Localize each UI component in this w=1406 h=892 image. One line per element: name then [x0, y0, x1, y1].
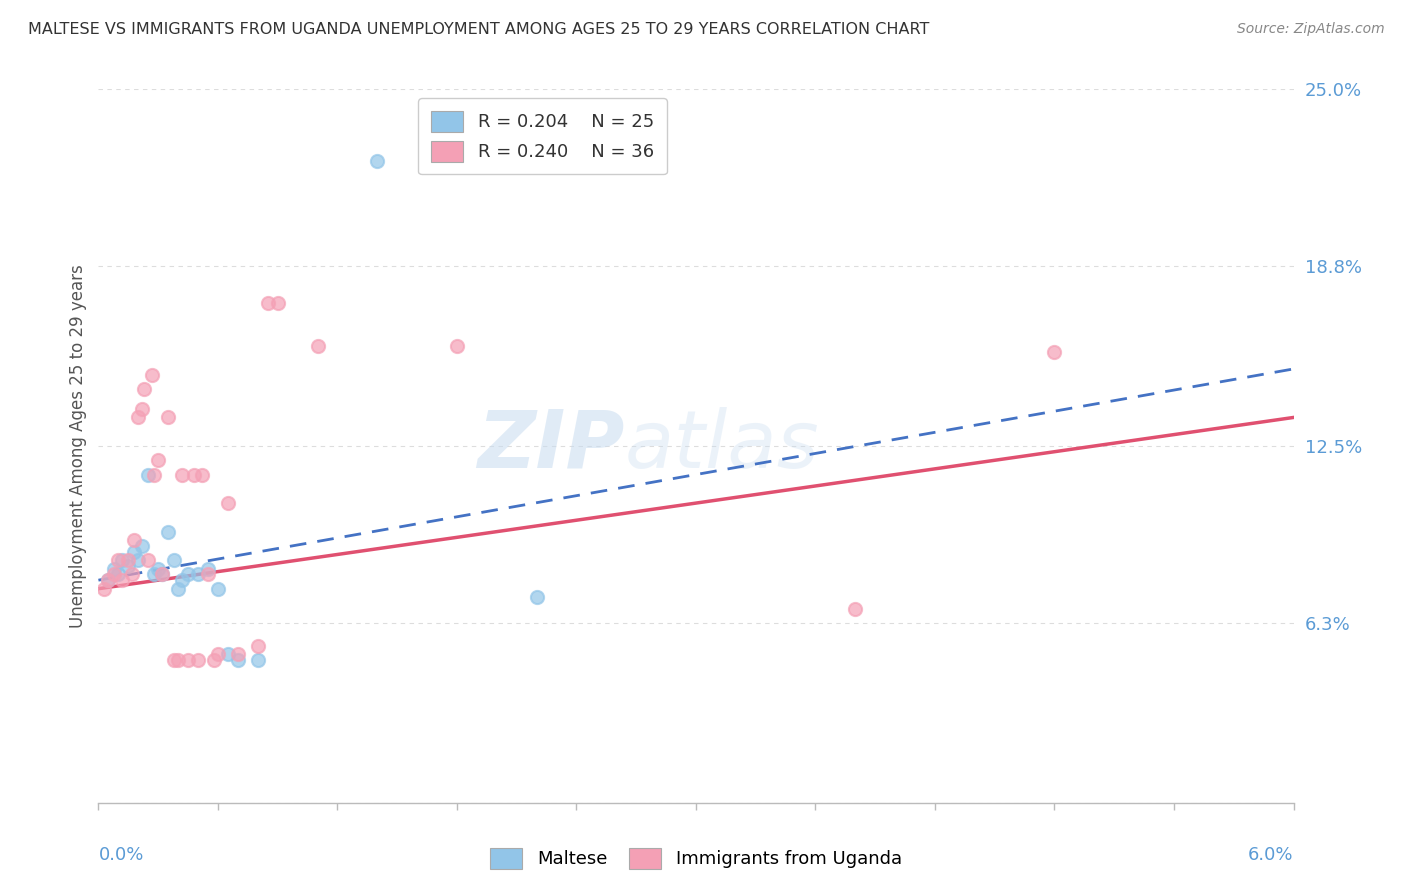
Point — [124, 544, 146, 558]
Point — [267, 296, 290, 310]
Point — [177, 653, 200, 667]
Text: 0.0%: 0.0% — [98, 846, 143, 863]
Point — [207, 648, 229, 662]
Point — [157, 410, 180, 425]
Y-axis label: Unemployment Among Ages 25 to 29 years: Unemployment Among Ages 25 to 29 years — [69, 264, 87, 628]
Point — [136, 467, 159, 482]
Point — [307, 339, 329, 353]
Text: MALTESE VS IMMIGRANTS FROM UGANDA UNEMPLOYMENT AMONG AGES 25 TO 29 YEARS CORRELA: MALTESE VS IMMIGRANTS FROM UGANDA UNEMPL… — [28, 22, 929, 37]
Point — [121, 567, 143, 582]
Point — [150, 567, 173, 582]
Point — [131, 539, 153, 553]
Point — [167, 582, 190, 596]
Point — [187, 567, 209, 582]
Legend: Maltese, Immigrants from Uganda: Maltese, Immigrants from Uganda — [482, 840, 910, 876]
Point — [111, 553, 134, 567]
Text: Source: ZipAtlas.com: Source: ZipAtlas.com — [1237, 22, 1385, 37]
Point — [246, 653, 269, 667]
Point — [136, 553, 159, 567]
Text: 6.0%: 6.0% — [1249, 846, 1294, 863]
Point — [148, 453, 170, 467]
Point — [187, 653, 209, 667]
Point — [143, 467, 166, 482]
Point — [163, 553, 186, 567]
Point — [103, 567, 125, 582]
Point — [197, 562, 219, 576]
Point — [366, 153, 388, 168]
Point — [157, 524, 180, 539]
Point — [117, 553, 139, 567]
Point — [127, 410, 149, 425]
Point — [141, 368, 163, 382]
Point — [127, 553, 149, 567]
Point — [256, 296, 278, 310]
Point — [167, 653, 190, 667]
Point — [217, 648, 239, 662]
Point — [97, 573, 120, 587]
Point — [134, 382, 156, 396]
Point — [226, 653, 249, 667]
Point — [177, 567, 200, 582]
Point — [107, 567, 129, 582]
Point — [226, 648, 249, 662]
Point — [526, 591, 548, 605]
Point — [1043, 344, 1066, 359]
Text: ZIP: ZIP — [477, 407, 624, 485]
Point — [93, 582, 115, 596]
Point — [183, 467, 205, 482]
Point — [117, 558, 139, 573]
Point — [143, 567, 166, 582]
Point — [103, 562, 125, 576]
Point — [150, 567, 173, 582]
Point — [207, 582, 229, 596]
Point — [446, 339, 468, 353]
Point — [172, 573, 194, 587]
Point — [197, 567, 219, 582]
Point — [163, 653, 186, 667]
Point — [202, 653, 225, 667]
Point — [131, 401, 153, 416]
Point — [246, 639, 269, 653]
Point — [191, 467, 214, 482]
Point — [844, 601, 866, 615]
Point — [124, 533, 146, 548]
Point — [172, 467, 194, 482]
Point — [107, 553, 129, 567]
Point — [97, 573, 120, 587]
Point — [217, 496, 239, 510]
Point — [148, 562, 170, 576]
Text: atlas: atlas — [624, 407, 820, 485]
Point — [111, 573, 134, 587]
